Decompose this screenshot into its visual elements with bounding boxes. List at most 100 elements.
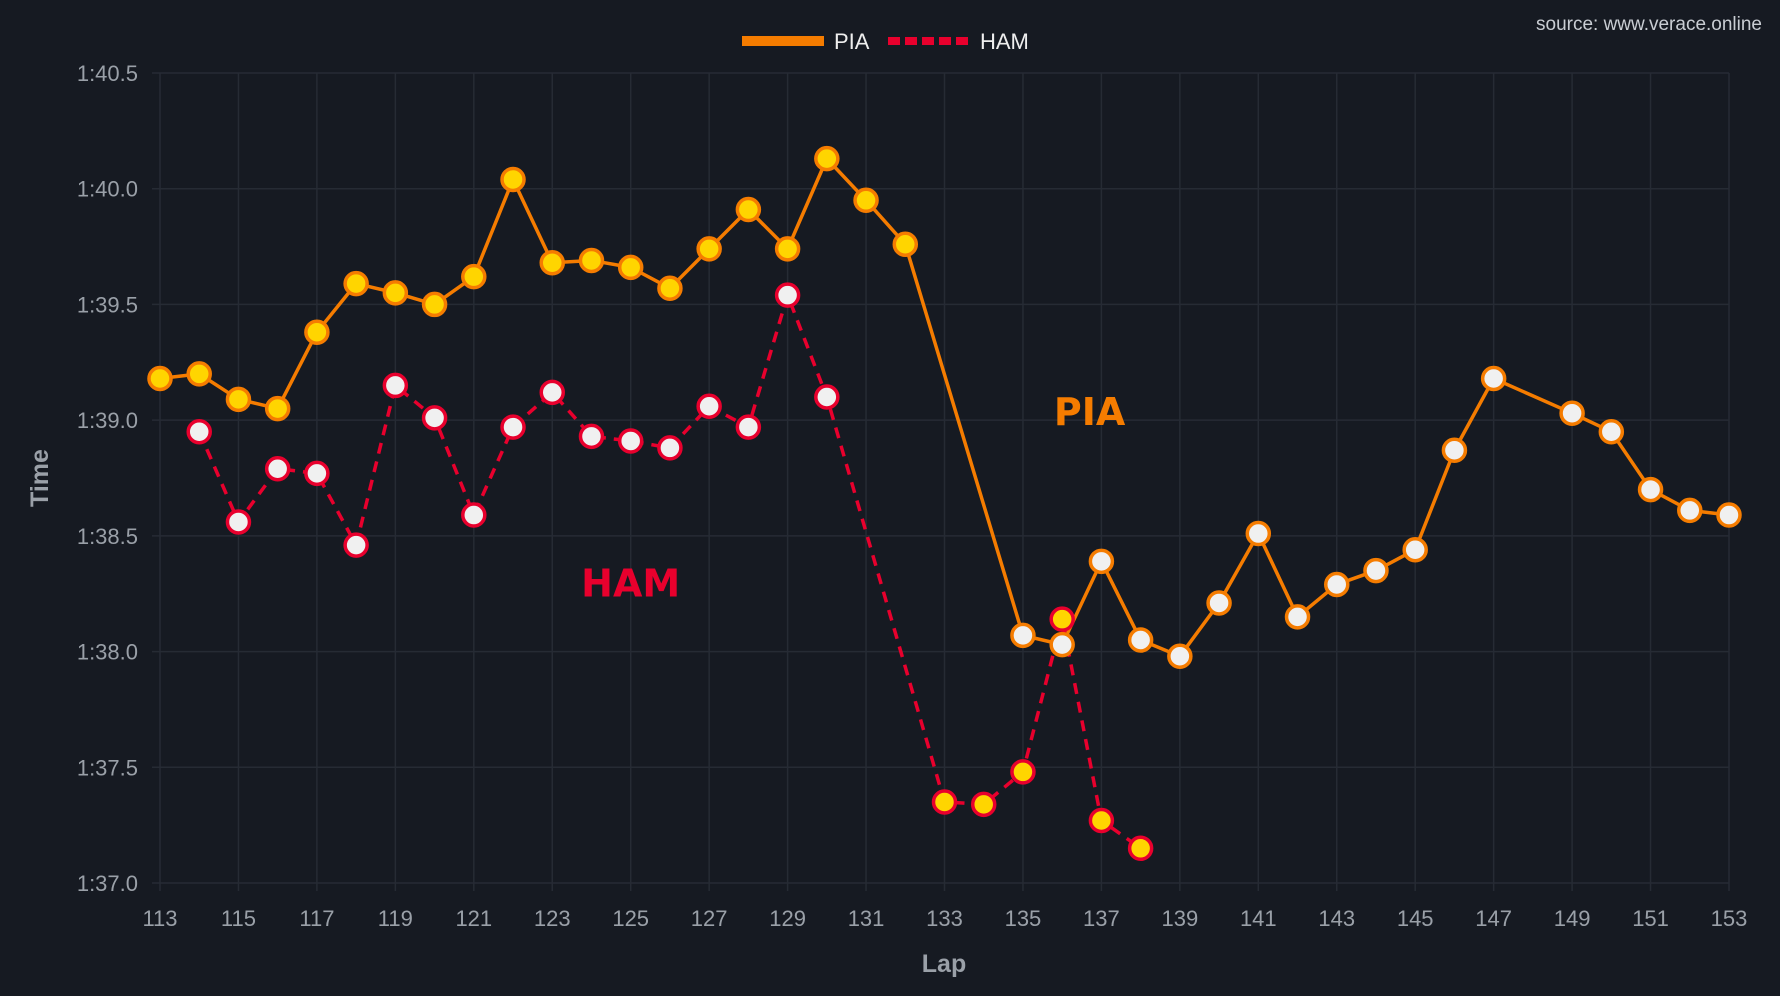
- data-point-pia: [1716, 502, 1742, 528]
- data-point-pia: [814, 145, 840, 172]
- data-point-pia: [735, 196, 762, 223]
- data-point-pia: [1559, 400, 1585, 426]
- x-tick-label: 129: [769, 906, 806, 931]
- x-tick-label: 117: [299, 906, 334, 931]
- annotations: PIA HAM: [581, 390, 1126, 605]
- data-point-pia: [657, 275, 683, 301]
- x-axis-title: Lap: [922, 950, 966, 978]
- data-point-ham: [186, 418, 212, 445]
- data-point-ham: [696, 393, 722, 420]
- data-point-pia: [539, 250, 565, 276]
- y-tick-label: 1:38.0: [77, 640, 138, 665]
- data-point-pia: [892, 231, 919, 258]
- series-markers: [147, 145, 1742, 862]
- x-tick-label: 135: [1005, 906, 1042, 931]
- data-point-pia: [304, 319, 330, 345]
- data-point-ham: [225, 509, 252, 535]
- data-point-pia: [421, 291, 448, 318]
- legend-label-ham: HAM: [980, 29, 1029, 54]
- data-point-pia: [1010, 622, 1036, 649]
- x-tick-label: 131: [848, 906, 885, 931]
- data-point-pia: [1049, 631, 1075, 658]
- data-point-ham: [1049, 606, 1075, 632]
- x-tick-label: 123: [534, 906, 571, 931]
- data-point-pia: [1677, 497, 1703, 524]
- data-point-pia: [343, 270, 369, 297]
- x-tick-label: 145: [1397, 906, 1434, 931]
- data-point-ham: [343, 532, 369, 558]
- data-point-pia: [1284, 604, 1311, 630]
- data-point-pia: [1598, 418, 1625, 445]
- x-tick-label: 113: [142, 906, 177, 931]
- data-point-pia: [853, 187, 879, 214]
- y-tick-label: 1:37.5: [77, 755, 138, 780]
- data-point-pia: [1206, 590, 1232, 616]
- data-point-pia: [1402, 536, 1428, 563]
- data-point-pia: [1088, 548, 1115, 575]
- data-point-ham: [657, 435, 683, 461]
- x-tick-label: 151: [1632, 906, 1669, 931]
- x-tick-label: 133: [926, 906, 963, 931]
- x-tick-label: 115: [221, 906, 256, 931]
- y-tick-label: 1:39.0: [77, 408, 138, 433]
- legend: PIA HAM: [742, 29, 1029, 54]
- x-tick-label: 143: [1318, 906, 1355, 931]
- y-tick-label: 1:37.0: [77, 871, 138, 896]
- data-point-pia: [461, 263, 487, 290]
- data-point-pia: [1127, 627, 1154, 653]
- x-tick-label: 127: [691, 906, 728, 931]
- grid: [152, 72, 1730, 891]
- annotation-ham: HAM: [581, 561, 680, 605]
- data-point-ham: [814, 384, 840, 410]
- data-point-pia: [147, 365, 173, 392]
- data-point-pia: [1480, 365, 1507, 392]
- data-point-pia: [500, 166, 526, 193]
- data-point-pia: [1167, 643, 1193, 669]
- data-point-ham: [264, 455, 291, 482]
- data-point-pia: [578, 247, 605, 274]
- x-tick-label: 137: [1083, 906, 1120, 931]
- data-point-ham: [578, 423, 605, 450]
- x-tick-label: 147: [1475, 906, 1512, 931]
- y-tick-label: 1:39.5: [77, 292, 138, 317]
- data-point-ham: [500, 414, 526, 440]
- data-point-ham: [461, 502, 487, 528]
- data-point-ham: [304, 460, 330, 487]
- data-point-ham: [1010, 759, 1036, 785]
- data-point-ham: [382, 372, 409, 399]
- y-axis-title: Time: [26, 449, 54, 507]
- data-point-pia: [225, 386, 252, 413]
- data-point-pia: [774, 236, 801, 262]
- ticks: 113 115 117 119 121 123 125 127 129 131 133 135 137 1…: [77, 61, 1748, 931]
- data-point-pia: [1637, 476, 1664, 503]
- data-point-pia: [1363, 557, 1389, 584]
- data-point-pia: [264, 395, 291, 422]
- x-tick-label: 119: [378, 906, 413, 931]
- data-point-ham: [931, 789, 958, 815]
- data-point-ham: [970, 791, 997, 818]
- y-tick-label: 1:40.5: [77, 61, 138, 86]
- annotation-pia: PIA: [1054, 390, 1126, 434]
- x-tick-label: 125: [612, 906, 649, 931]
- data-point-pia: [617, 254, 644, 281]
- watermark: source: www.verace.online: [1536, 14, 1762, 35]
- legend-label-pia: PIA: [834, 29, 870, 54]
- data-point-pia: [382, 280, 409, 306]
- x-tick-label: 153: [1711, 906, 1748, 931]
- x-tick-label: 149: [1554, 906, 1591, 931]
- data-point-ham: [421, 405, 448, 431]
- data-point-pia: [1441, 437, 1468, 463]
- y-tick-label: 1:40.0: [77, 177, 138, 202]
- data-point-pia: [1324, 571, 1350, 598]
- data-point-pia: [696, 236, 722, 262]
- data-point-ham: [1127, 835, 1154, 862]
- y-tick-label: 1:38.5: [77, 524, 138, 549]
- data-point-ham: [539, 379, 565, 406]
- data-point-pia: [1245, 520, 1272, 547]
- x-tick-label: 121: [455, 906, 492, 931]
- data-point-ham: [1088, 807, 1115, 834]
- x-tick-label: 141: [1240, 906, 1277, 931]
- x-tick-label: 139: [1161, 906, 1198, 931]
- data-point-ham: [617, 428, 644, 454]
